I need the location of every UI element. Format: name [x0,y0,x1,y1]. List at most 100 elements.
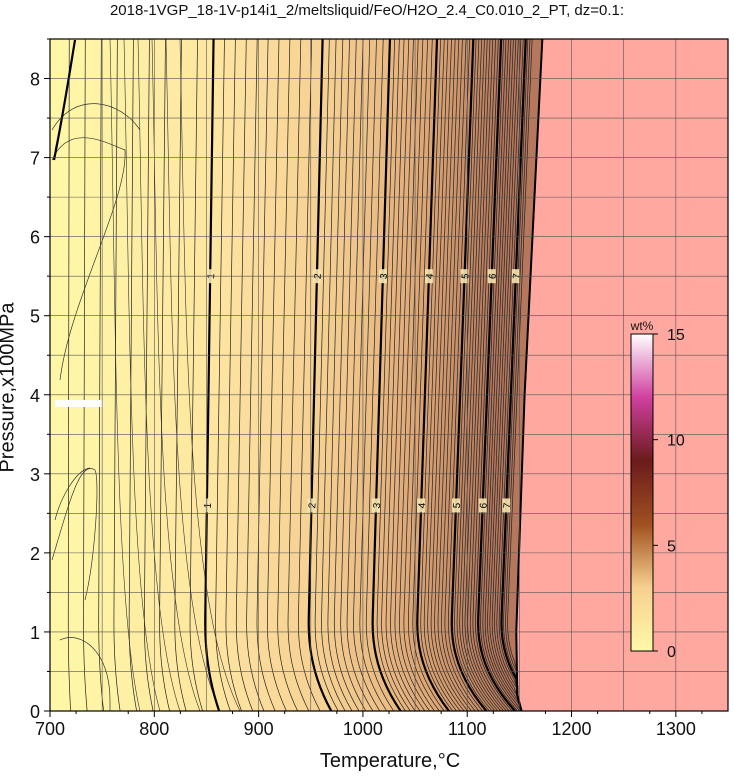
colorbar [630,333,654,652]
major-contour [450,39,488,711]
minor-contour [340,39,367,711]
minor-contour [437,39,472,711]
minor-contour [165,39,221,711]
x-tick-label: 800 [139,719,169,739]
minor-contour [266,39,287,711]
y-axis-label: Pressure,x100MPa [0,302,19,473]
minor-contour [459,39,496,711]
y-tick-label: 4 [30,386,40,406]
minor-contour [394,39,426,711]
minor-contour [399,39,430,711]
colorbar-tick-label: 0 [667,644,676,661]
minor-contour [321,39,346,711]
major-contour [500,39,527,711]
minor-contour [327,39,353,711]
minor-contour [159,39,170,711]
minor-contour [491,39,522,711]
minor-contour [496,39,522,711]
contour-label-bg [417,498,426,513]
white-marker [55,400,103,407]
minor-contour [225,39,242,711]
minor-contour [484,39,522,711]
minor-contour [235,39,254,711]
minor-contour [109,39,141,711]
minor-contour [287,39,310,711]
contour-label: 2 [307,502,318,509]
minor-contour [430,39,465,711]
major-contour [477,39,516,711]
y-tick-label: 1 [30,623,40,643]
minor-contour [179,39,241,711]
minor-contour [507,39,533,711]
minor-contour [298,39,321,711]
minor-contour [403,39,435,711]
minor-contour [385,39,416,711]
minor-contour [461,39,499,711]
major-contour [371,39,402,711]
minor-contour [420,39,454,711]
minor-contour [494,39,522,711]
minor-contour [365,39,394,711]
x-axis-label: Temperature,°C [319,750,461,772]
minor-contour [444,39,480,711]
minor-contour [54,467,91,521]
colorbar-tick-label: 10 [667,433,685,450]
minor-contour [423,39,457,711]
contour-label: 5 [452,502,463,509]
minor-contour [427,39,461,711]
major-contour [204,39,221,711]
minor-contour [498,39,524,711]
contour-label: 4 [417,502,428,509]
contour-label-bg [502,498,511,513]
x-tick-label: 700 [35,719,65,739]
minor-contour [256,39,276,711]
minor-contour [376,39,406,711]
y-tick-label: 3 [30,465,40,485]
minor-contour [480,39,518,711]
contour-label: 6 [478,502,489,509]
minor-contour [137,39,181,711]
minor-contour [353,39,381,711]
colorbar-tick-label: 5 [667,538,676,555]
minor-contour [277,39,298,711]
minor-contour [447,39,483,711]
minor-contour [390,39,421,711]
minor-contour [505,39,531,711]
x-tick-label: 1000 [343,719,383,739]
minor-contour [489,39,522,711]
minor-contour [346,39,374,711]
minor-contour [113,39,121,711]
major-contour [416,39,450,711]
x-tick-label: 900 [244,719,274,739]
minor-contour [482,39,521,711]
minor-contour [407,39,440,711]
x-tick-label: 1300 [656,719,696,739]
minor-contour [123,39,161,711]
major-contour [307,39,333,711]
minor-contour [456,39,493,711]
minor-contour [67,39,71,711]
minor-contour [441,39,476,711]
minor-contour [59,637,111,711]
contour-label: 7 [502,502,513,509]
minor-contour [215,39,231,711]
minor-contour [454,39,490,711]
y-tick-label: 7 [30,149,40,169]
minor-contour [464,39,501,711]
minor-contour [246,39,265,711]
contour-label-bg [307,498,316,513]
minor-contour [189,39,203,711]
minor-contour [144,39,154,711]
minor-contour [434,39,468,711]
minor-contour [51,103,141,131]
y-tick-label: 8 [30,70,40,90]
contour-label-bg [372,498,381,513]
minor-contour [503,39,529,711]
contour-label-bg [478,498,487,513]
minor-contour [83,39,88,711]
minor-contour [469,39,507,711]
colorbar-tick-label: 15 [667,327,685,344]
minor-contour [472,39,510,711]
